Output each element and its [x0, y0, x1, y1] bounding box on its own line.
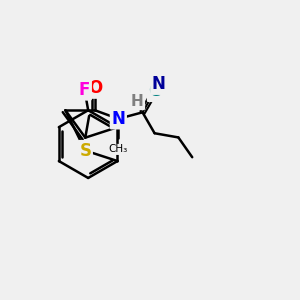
Text: H: H: [131, 94, 144, 109]
Text: CH₃: CH₃: [109, 144, 128, 154]
Text: F: F: [79, 81, 90, 99]
Text: N: N: [152, 75, 166, 93]
Text: N: N: [111, 110, 125, 128]
Text: C: C: [148, 82, 161, 100]
Text: O: O: [88, 79, 102, 97]
Text: S: S: [79, 142, 91, 160]
